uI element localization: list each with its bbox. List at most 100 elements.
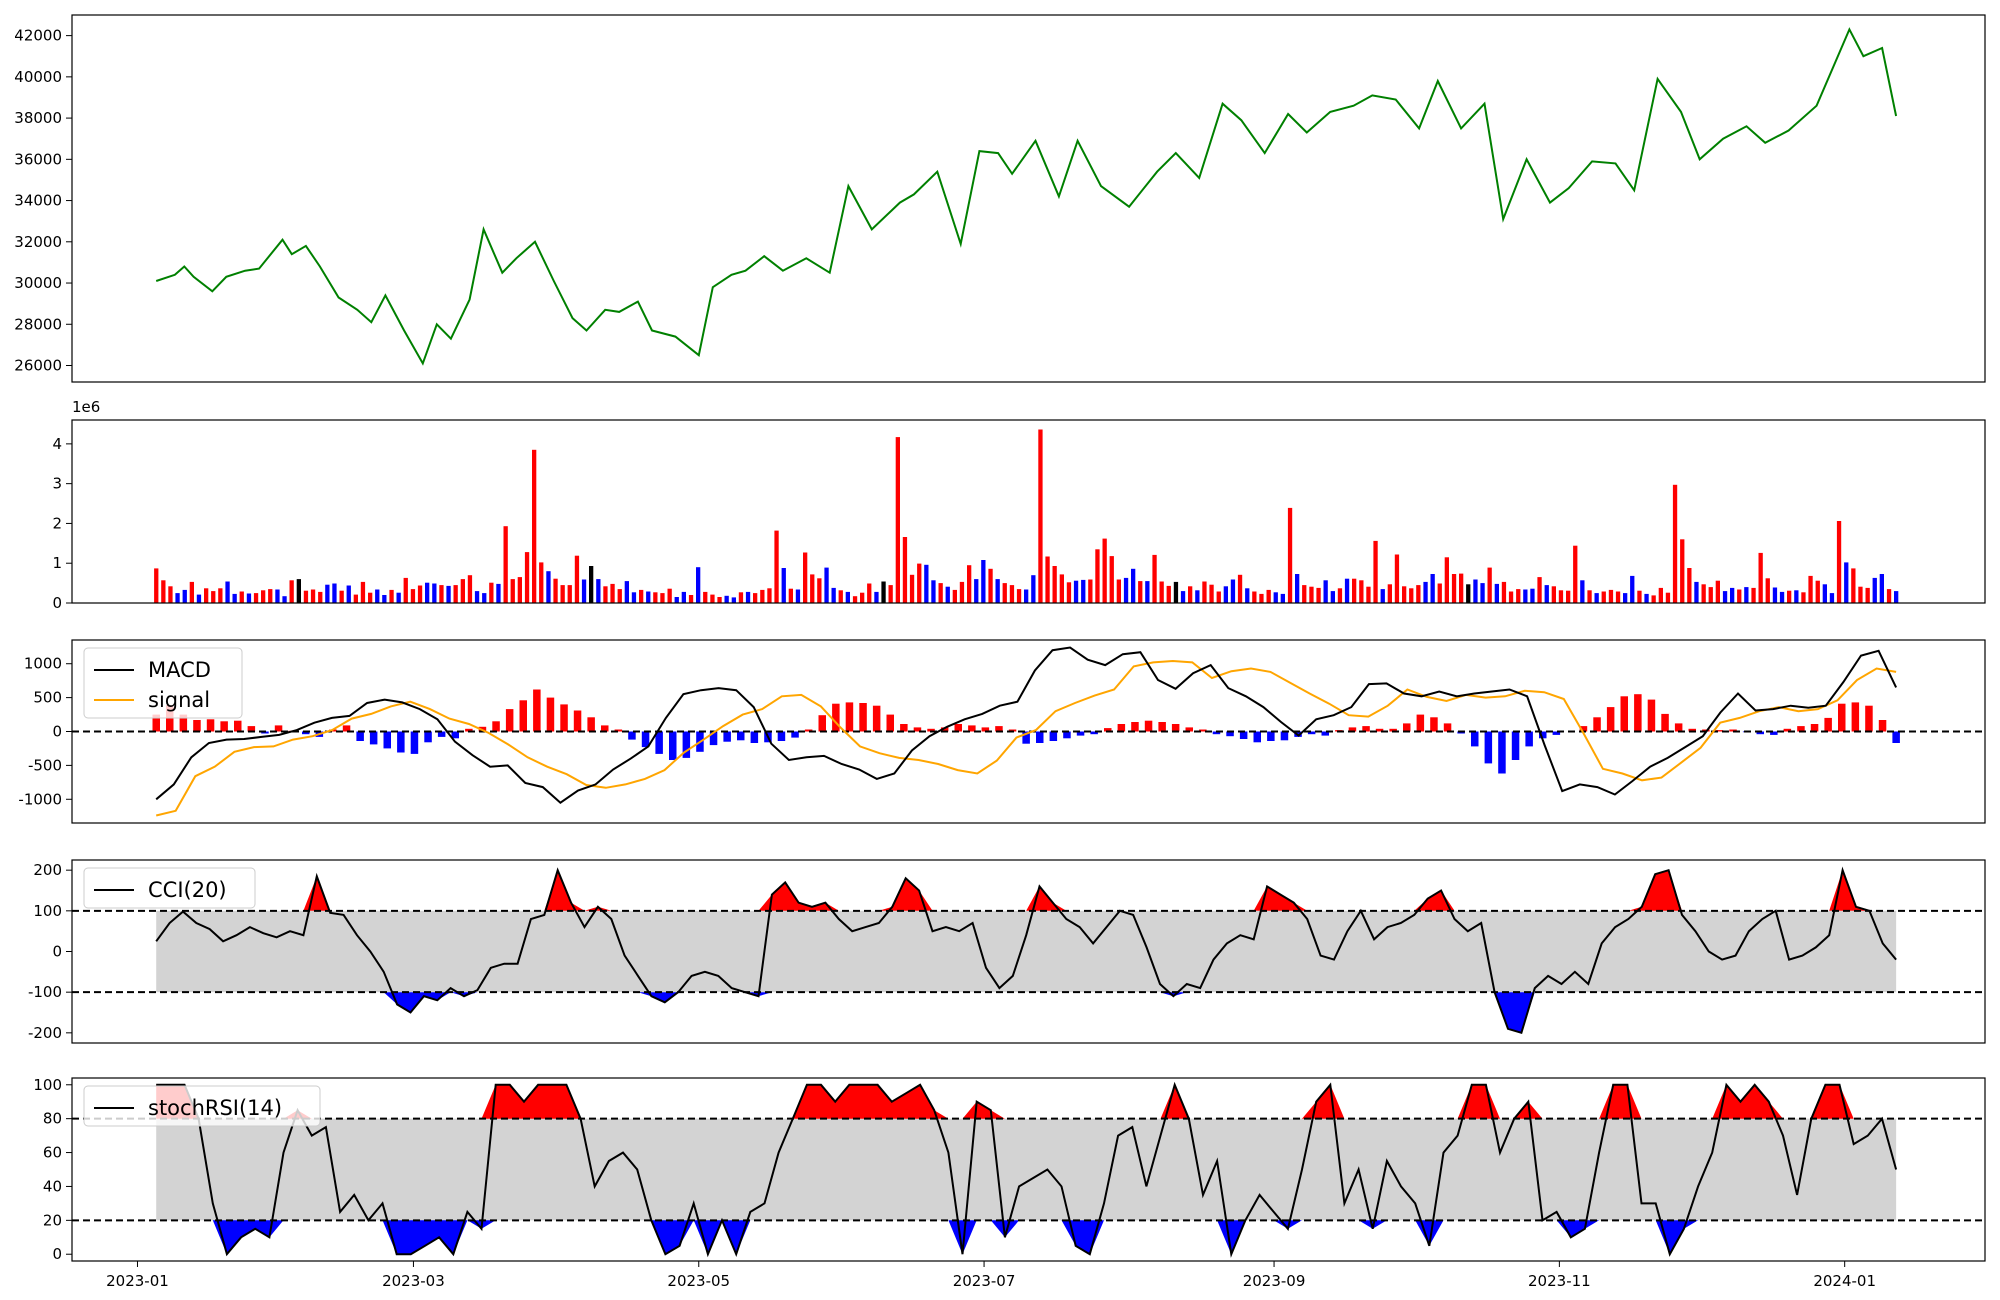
macd-line bbox=[155, 646, 1898, 804]
macd-hist-bar bbox=[913, 727, 922, 732]
volume-bar bbox=[1566, 590, 1571, 603]
volume-bar bbox=[239, 591, 244, 603]
volume-bar bbox=[1501, 581, 1507, 603]
volume-bar bbox=[1088, 579, 1093, 603]
macd-hist-bar bbox=[179, 714, 188, 732]
macd-hist-bar bbox=[1865, 705, 1873, 732]
volume-bar bbox=[474, 591, 480, 603]
macd-hist-bar bbox=[1185, 727, 1193, 732]
volume-bar bbox=[225, 581, 230, 603]
volume-bar bbox=[318, 591, 323, 603]
volume-bar bbox=[1787, 590, 1792, 603]
macd-hist-bar bbox=[1552, 731, 1561, 735]
volume-bar bbox=[1416, 585, 1421, 603]
volume-bar bbox=[1166, 585, 1171, 603]
y-tick-label: 100 bbox=[33, 902, 62, 920]
volume-bar bbox=[375, 589, 380, 603]
volume-bar bbox=[874, 591, 879, 603]
volume-bar bbox=[360, 581, 366, 603]
volume-frame bbox=[71, 419, 1986, 604]
volume-plot-area bbox=[72, 420, 1985, 603]
macd-hist-bar bbox=[1389, 728, 1397, 732]
volume-bar bbox=[981, 560, 986, 603]
macd-hist-bar bbox=[968, 725, 976, 732]
macd-hist-bar bbox=[1144, 720, 1153, 732]
volume-bar bbox=[332, 583, 337, 603]
y-tick-label: 1 bbox=[52, 554, 62, 572]
volume-bar bbox=[1701, 584, 1706, 603]
y-tick-label: 2 bbox=[52, 514, 62, 532]
x-axis: 2023-01 2023-03 2023-05 2023-07 2023-09 2023-… bbox=[106, 1261, 1876, 1290]
macd-hist-bar bbox=[505, 709, 514, 732]
volume-bar bbox=[1530, 588, 1535, 603]
y-tick-label: 0 bbox=[52, 594, 62, 612]
volume-bar bbox=[460, 579, 465, 603]
volume-bar bbox=[1173, 581, 1179, 603]
volume-bar bbox=[1123, 577, 1129, 603]
volume-bar bbox=[1658, 587, 1663, 603]
volume-bar bbox=[1373, 540, 1378, 603]
volume-bar bbox=[1059, 574, 1064, 603]
volume-bar bbox=[974, 579, 979, 603]
volume-bar bbox=[532, 449, 537, 603]
macd-hist-bar bbox=[723, 731, 731, 742]
macd-hist-bar bbox=[886, 714, 894, 732]
volume-bar bbox=[1523, 589, 1528, 603]
x-tick-label: 2023-03 bbox=[382, 1272, 445, 1290]
volume-bar bbox=[510, 579, 515, 603]
macd-hist-bar bbox=[383, 731, 391, 749]
volume-bar bbox=[1159, 581, 1164, 603]
macd-hist-bar bbox=[1171, 724, 1180, 732]
stochrsi-panel: 0 20 40 60 80 100 stochRSI(14) bbox=[33, 1076, 1986, 1263]
price-frame bbox=[71, 14, 1986, 383]
volume-bar bbox=[988, 568, 993, 603]
macd-hist-bar bbox=[804, 729, 813, 732]
stochrsi-frame bbox=[71, 1077, 1986, 1262]
volume-bar bbox=[1836, 521, 1842, 603]
volume-bar bbox=[1730, 587, 1735, 603]
macd-hist-bar bbox=[655, 731, 663, 754]
volume-bar bbox=[917, 563, 922, 603]
volume-bar bbox=[517, 577, 522, 603]
volume-bar bbox=[1138, 581, 1143, 603]
volume-bar bbox=[1016, 589, 1022, 603]
macd-hist-bar bbox=[546, 697, 555, 732]
volume-bar bbox=[696, 567, 701, 603]
macd-hist-bar bbox=[1076, 731, 1085, 736]
volume-bar bbox=[745, 591, 751, 603]
volume-bar bbox=[524, 552, 530, 603]
volume-panel: 0 1 2 3 4 1e6 bbox=[52, 398, 1986, 612]
volume-bar bbox=[1772, 587, 1778, 603]
volume-bar bbox=[731, 597, 736, 603]
y-tick-label: -1000 bbox=[18, 790, 62, 808]
y-tick-label: 0 bbox=[52, 723, 62, 741]
volume-bar bbox=[553, 578, 558, 603]
y-tick-label: 32000 bbox=[14, 233, 62, 251]
volume-bar bbox=[674, 597, 679, 603]
macd-hist-bar bbox=[981, 727, 990, 732]
macd-hist-bar bbox=[1280, 731, 1289, 741]
macd-hist-bar bbox=[832, 703, 840, 732]
macd-hist-bar bbox=[437, 731, 446, 737]
volume-bar bbox=[831, 587, 836, 603]
volume-bar bbox=[1245, 588, 1250, 603]
volume-bar bbox=[1665, 592, 1671, 603]
macd-hist-bar bbox=[533, 689, 541, 732]
volume-bar bbox=[589, 566, 594, 603]
volume-bar bbox=[282, 596, 287, 603]
volume-bar bbox=[1223, 586, 1228, 603]
volume-bar bbox=[959, 581, 965, 603]
volume-bar bbox=[617, 589, 622, 603]
macd-hist-bar bbox=[1403, 723, 1411, 732]
volume-bar bbox=[396, 592, 401, 603]
cci-panel: -200 -100 0 100 200 CCI(20) bbox=[28, 859, 1986, 1044]
macd-hist-bar bbox=[1525, 731, 1533, 747]
volume-bar bbox=[852, 596, 858, 603]
macd-hist-bar bbox=[1674, 723, 1683, 732]
volume-bar bbox=[803, 552, 808, 603]
volume-bar bbox=[253, 593, 259, 603]
volume-bar bbox=[382, 595, 387, 603]
macd-hist-bar bbox=[492, 721, 500, 732]
macd-hist-bar bbox=[1511, 731, 1520, 760]
volume-bar bbox=[1444, 557, 1449, 604]
